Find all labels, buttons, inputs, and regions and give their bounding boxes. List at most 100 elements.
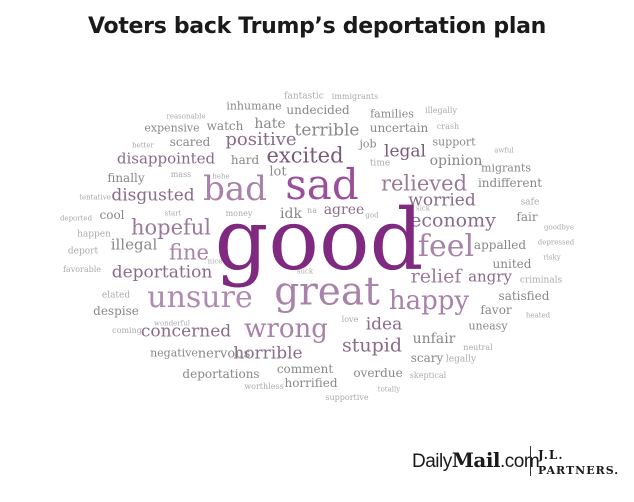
cloud-word: mass [170, 170, 192, 179]
cloud-word: immigrants [331, 92, 379, 101]
cloud-word: feel [417, 229, 475, 264]
cloud-word: illegal [110, 235, 158, 254]
cloud-word: scared [169, 135, 211, 149]
cloud-word: favor [480, 303, 512, 317]
cloud-word: indifferent [477, 176, 543, 190]
cloud-word: elated [101, 290, 131, 301]
cloud-word: wrong [244, 314, 328, 344]
jl-line: J.L. [538, 448, 564, 462]
cloud-word: migrants [481, 161, 531, 175]
cloud-word: families [370, 107, 414, 121]
cloud-word: neutral [463, 343, 493, 352]
cloud-word: fair [516, 210, 538, 224]
logo-com: .com [500, 451, 540, 472]
cloud-word: nervous [197, 346, 251, 362]
cloud-word: sick [416, 204, 430, 213]
logo-divider [530, 446, 531, 476]
cloud-word: stupid [341, 334, 403, 357]
cloud-word: worthless [244, 382, 284, 391]
logo-daily: Daily [412, 451, 452, 472]
cloud-word: uncertain [369, 121, 429, 135]
jl-partners-logo: J.L. PARTNERS. [538, 448, 619, 477]
cloud-word: fine [169, 240, 209, 265]
cloud-word: god [365, 211, 379, 220]
cloud-word: hate [254, 116, 286, 132]
cloud-word: scary [410, 351, 444, 365]
cloud-word: deported [59, 214, 93, 223]
cloud-word: opinion [429, 153, 483, 169]
cloud-word: unfair [412, 331, 456, 347]
cloud-word: hard [230, 153, 260, 167]
cloud-word: concerned [140, 321, 232, 342]
cloud-word: nice [207, 257, 223, 266]
cloud-word: illegally [425, 106, 457, 115]
cloud-word: expensive [144, 121, 200, 135]
cloud-word: supportive [325, 393, 369, 402]
cloud-word: terrible [294, 120, 360, 141]
cloud-word: crash [436, 122, 460, 131]
cloud-word: angry [468, 267, 512, 286]
cloud-word: tentative [79, 193, 111, 202]
cloud-word: bad [203, 169, 267, 209]
cloud-word: excited [266, 143, 344, 168]
cloud-word: na [307, 206, 317, 215]
cloud-word: goodbye [544, 223, 574, 232]
cloud-word: horrible [233, 343, 303, 364]
cloud-word: despise [93, 304, 139, 318]
cloud-word: unsure [147, 280, 253, 315]
cloud-word: criminals [519, 275, 563, 286]
cloud-word: cool [99, 208, 125, 222]
cloud-word: totally [377, 385, 401, 394]
cloud-word: satisfied [498, 289, 550, 303]
cloud-word: deport [67, 246, 99, 257]
cloud-word: finally [107, 171, 145, 185]
cloud-word: good [214, 191, 424, 289]
cloud-word: job [359, 137, 377, 151]
cloud-word: coming [112, 326, 142, 335]
cloud-word: lot [269, 164, 287, 180]
cloud-word: reasonable [166, 112, 206, 121]
cloud-word: happen [77, 229, 111, 240]
cloud-word: idk [280, 206, 302, 222]
cloud-word: idea [365, 314, 403, 335]
logo-mail: Mail [451, 448, 501, 472]
cloud-word: deportation [111, 262, 213, 283]
cloud-word: disgusted [111, 185, 195, 206]
cloud-word: hehe [212, 172, 230, 181]
cloud-word: overdue [353, 366, 403, 380]
cloud-word: relief [410, 265, 462, 288]
cloud-word: better [132, 141, 154, 150]
cloud-word: happy [388, 286, 470, 316]
cloud-word: uneasy [468, 319, 508, 333]
cloud-word: inhumane [226, 99, 282, 113]
cloud-word: depressed [537, 238, 575, 247]
cloud-word: wonderful [153, 319, 191, 328]
cloud-word: agree [323, 202, 365, 218]
cloud-word: risky [543, 253, 561, 262]
partners-line: PARTNERS. [538, 464, 620, 477]
cloud-word: support [432, 135, 476, 149]
cloud-word: united [492, 257, 532, 271]
cloud-word: money [225, 209, 253, 218]
page-title: Voters back Trump’s deportation plan [87, 14, 547, 39]
cloud-word: watch [206, 119, 244, 133]
cloud-word: hopeful [130, 215, 212, 240]
cloud-word: comment [276, 362, 334, 376]
cloud-word: favorable [62, 265, 102, 274]
cloud-word: suck [296, 267, 314, 276]
cloud-word: skeptical [409, 371, 447, 380]
cloud-word: undecided [286, 103, 350, 117]
cloud-word: great [274, 269, 380, 315]
cloud-word: awful [494, 146, 514, 155]
cloud-word: negative [150, 346, 198, 360]
cloud-word: heated [525, 311, 551, 320]
dailymail-logo: DailyMail.com [412, 448, 540, 473]
cloud-word: economy [410, 209, 496, 232]
cloud-word: start [164, 209, 182, 218]
cloud-word: legal [384, 141, 426, 162]
cloud-word: fantastic [284, 91, 324, 102]
cloud-word: worried [408, 190, 476, 211]
cloud-word: positive [225, 129, 297, 150]
cloud-word: legally [445, 354, 477, 365]
